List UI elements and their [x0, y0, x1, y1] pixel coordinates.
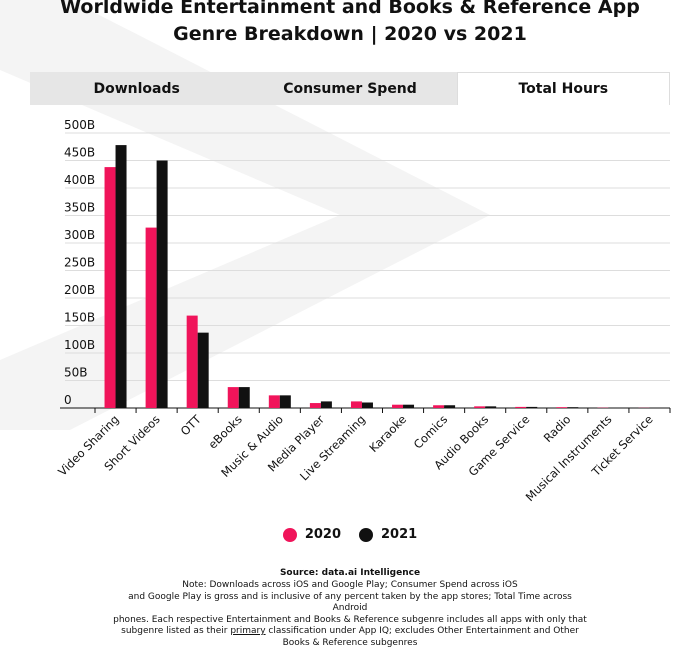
- y-tick-label: 300B: [64, 228, 95, 242]
- y-tick-label: 100B: [64, 338, 95, 352]
- y-tick-label: 0: [64, 393, 72, 407]
- bar-2020: [146, 228, 157, 408]
- y-tick-label: 400B: [64, 173, 95, 187]
- bar-2021: [321, 401, 332, 408]
- legend-item-2020: 2020: [283, 527, 341, 542]
- source-text: Source: data.ai Intelligence: [0, 568, 700, 578]
- bar-2021: [280, 395, 291, 408]
- bar-2020: [433, 405, 444, 408]
- bar-2021: [485, 406, 496, 408]
- note-line-2: and Google Play is gross and is inclusiv…: [128, 592, 572, 614]
- legend: 2020 2021: [0, 527, 700, 542]
- bar-2021: [444, 405, 455, 408]
- bar-2021: [157, 161, 168, 409]
- note-line-3: phones. Each respective Entertainment an…: [113, 615, 587, 625]
- y-tick-label: 500B: [64, 118, 95, 132]
- y-tick-label: 250B: [64, 256, 95, 270]
- bar-2021: [116, 145, 127, 408]
- legend-label-2020: 2020: [305, 527, 341, 542]
- note-line-4a: subgenre listed as their: [121, 626, 230, 636]
- bar-2021: [567, 407, 578, 408]
- bar-2021: [239, 387, 250, 408]
- bar-2021: [403, 405, 414, 408]
- legend-item-2021: 2021: [359, 527, 417, 542]
- bar-2020: [228, 387, 239, 408]
- bar-chart: 0 50B 100B 150B 200B 250B 300B 350B 400B 450B 500B…: [0, 0, 700, 520]
- bar-2020: [310, 403, 321, 408]
- y-tick-label: 200B: [64, 283, 95, 297]
- note-line-1: Note: Downloads across iOS and Google Pl…: [182, 580, 517, 590]
- x-tick-label: Karaoke: [366, 412, 409, 455]
- bar-2020: [474, 406, 485, 408]
- legend-swatch-2021: [359, 528, 373, 542]
- x-tick-label: OTT: [178, 412, 205, 439]
- legend-swatch-2020: [283, 528, 297, 542]
- bar-2020: [187, 316, 198, 408]
- bar-2020: [105, 167, 116, 408]
- bar-2020: [515, 407, 526, 408]
- y-tick-label: 350B: [64, 201, 95, 215]
- bar-2020: [351, 401, 362, 408]
- note-line-5: Books & Reference subgenres: [283, 638, 418, 648]
- note-line-4c: classification under App IQ; excludes Ot…: [266, 626, 579, 636]
- bar-2020: [392, 405, 403, 408]
- y-tick-label: 150B: [64, 311, 95, 325]
- x-tick-label: Radio: [541, 412, 574, 445]
- bar-2021: [362, 403, 373, 409]
- x-tick-label: Comics: [411, 412, 450, 451]
- legend-label-2021: 2021: [381, 527, 417, 542]
- bar-2021: [526, 407, 537, 408]
- bar-2021: [198, 333, 209, 408]
- bar-2020: [269, 395, 280, 408]
- y-tick-label: 450B: [64, 146, 95, 160]
- y-tick-label: 50B: [64, 366, 88, 380]
- bar-2020: [556, 407, 567, 408]
- x-tick-label: eBooks: [205, 412, 244, 451]
- note-primary-underlined: primary: [230, 626, 265, 636]
